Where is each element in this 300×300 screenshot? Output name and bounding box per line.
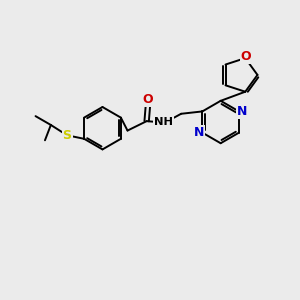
Text: S: S [63, 129, 72, 142]
Text: N: N [237, 105, 248, 118]
Text: O: O [143, 93, 153, 106]
Text: O: O [241, 50, 251, 63]
Text: NH: NH [154, 117, 173, 127]
Text: N: N [194, 126, 204, 139]
